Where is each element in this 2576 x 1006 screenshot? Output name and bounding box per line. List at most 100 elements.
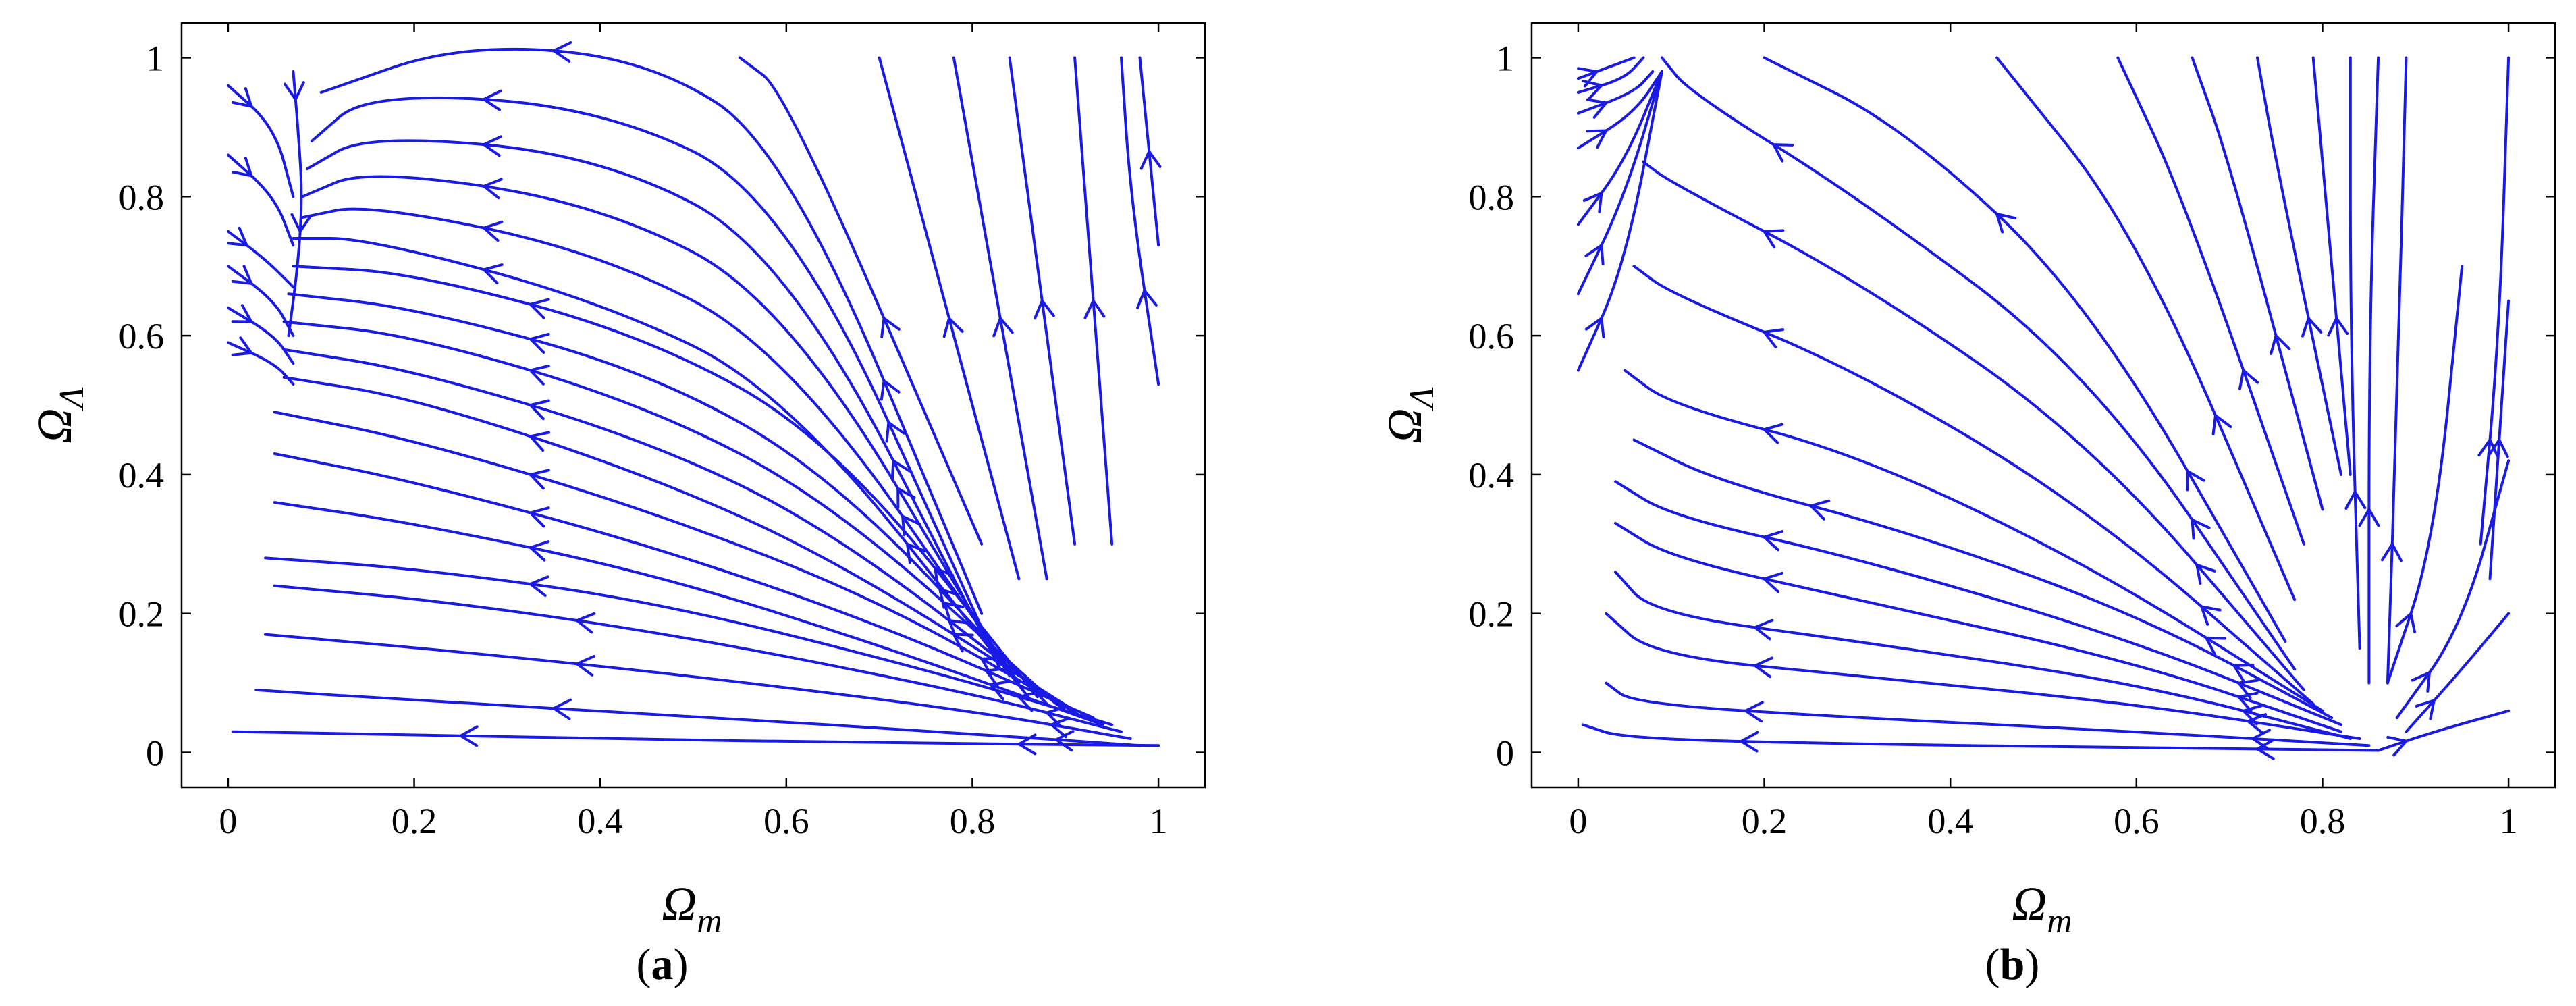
panel-b-streamline-10-arrow-0 xyxy=(2191,518,2211,540)
panel-b-streamline-14 xyxy=(2191,56,2324,511)
panel-b-xtick-label-0: 0 xyxy=(1569,801,1587,841)
panel-b-ytick-label-1: 0.2 xyxy=(1469,594,1515,635)
panel-b-streamline-11-arrow-1 xyxy=(1995,213,2017,234)
panel-b-streamline-29-arrow-0 xyxy=(1586,129,1608,149)
panel-a-xtick-label-2: 0.4 xyxy=(577,801,623,841)
panel-a-streamline-10-arrow-1 xyxy=(529,365,550,386)
panel-b-streamline-15 xyxy=(2256,56,2342,476)
panel-a-streamline-31-arrow-0 xyxy=(231,336,253,356)
panel-b-streamline-3-arrow-0 xyxy=(2242,704,2263,726)
panel-a-streamline-24-arrow-0 xyxy=(1136,289,1158,309)
panel-b-streamline-8-arrow-1 xyxy=(1763,328,1785,348)
panel-b-streamline-25-arrow-0 xyxy=(2487,438,2509,458)
panel-b-streamline-4-arrow-1 xyxy=(1763,571,1783,593)
panel-a-streamline-17 xyxy=(310,96,992,650)
panel-b-streamline-11 xyxy=(1763,56,2287,643)
panel-b-streamline-28 xyxy=(1576,70,1655,115)
panel-a-streamline-8 xyxy=(282,375,1077,712)
panel-a-streamline-24 xyxy=(1120,56,1160,386)
panel-b-streamline-12 xyxy=(1995,56,2297,602)
panel-a-streamline-14-arrow-1 xyxy=(482,220,504,242)
panel-a-streamline-20-arrow-0 xyxy=(942,317,964,338)
panel-a-streamline-3 xyxy=(273,584,1123,733)
panel-a-streamline-30-arrow-0 xyxy=(231,304,253,323)
panel-b-xlabel: Ωm xyxy=(2012,877,2072,941)
panel-b-streamline-5-arrow-1 xyxy=(1763,530,1783,552)
panel-a-streamline-9-arrow-1 xyxy=(529,399,550,421)
panel-b-streamline-31-arrow-0 xyxy=(1584,244,1605,265)
panel-b-streamline-12-arrow-0 xyxy=(2211,414,2232,435)
panel-b-streamline-21-arrow-0 xyxy=(2411,671,2431,693)
panel-a-streamline-4 xyxy=(264,556,1114,726)
panel-a-streamline-16-arrow-0 xyxy=(890,459,911,481)
panel-b-streamline-0 xyxy=(1581,723,2380,752)
panel-a-streamline-3-arrow-1 xyxy=(575,612,596,634)
panel-a-streamline-14-arrow-0 xyxy=(901,514,921,537)
panel-b-streamline-20-arrow-0 xyxy=(2395,612,2416,633)
panel-b-streamline-28-arrow-0 xyxy=(1586,98,1608,119)
panel-a-streamline-27-arrow-0 xyxy=(232,157,253,178)
panel-b-streamline-2-arrow-0 xyxy=(2247,713,2268,735)
panel-a-streamline-15-arrow-0 xyxy=(896,487,916,509)
panel-a-label: (a) xyxy=(637,940,689,989)
panel-a-streamline-6-arrow-1 xyxy=(529,506,550,528)
panel-b-streamline-9 xyxy=(1642,160,2305,691)
panel-a-streamline-2-arrow-0 xyxy=(1050,716,1071,739)
panel-a-yticks: 0 0.2 0.4 0.6 0.8 1 xyxy=(119,38,1205,774)
panel-b-streamline-10-arrow-1 xyxy=(1772,143,1794,163)
panel-a-xlabel: Ωm xyxy=(662,877,722,941)
panel-b-ytick-label-5: 1 xyxy=(1496,38,1514,78)
panel-b-streamline-0-arrow-1 xyxy=(1740,731,1759,753)
panel-b-streamline-6 xyxy=(1632,438,2334,720)
panel-b-streamline-30 xyxy=(1576,70,1663,226)
panel-b-streamline-7-arrow-1 xyxy=(1763,423,1784,444)
panel-b-streamline-5-arrow-0 xyxy=(2237,679,2259,699)
panel-a-streamline-18-arrow-0 xyxy=(880,379,901,401)
panel-b-streamline-2 xyxy=(1605,612,2361,740)
panel-b-streamline-11-arrow-0 xyxy=(2186,469,2205,492)
panel-a-ytick-label-3: 0.6 xyxy=(119,316,165,356)
panel-a-streamline-4-arrow-0 xyxy=(1017,691,1039,712)
panel-b-streamline-15-arrow-0 xyxy=(2301,317,2323,338)
panel-b-xtick-label-5: 1 xyxy=(2500,801,2518,841)
panel-a-xtick-label-0: 0 xyxy=(219,801,237,841)
panel-a-ylabel: ΩΛ xyxy=(28,387,91,444)
panel-a-frame xyxy=(180,22,1206,789)
panel-a-streamline-14 xyxy=(301,207,1021,685)
panel-b-streamline-27-arrow-0 xyxy=(1582,80,1603,101)
panel-b-streamline-13 xyxy=(2116,56,2305,546)
panel-b-streamline-4 xyxy=(1614,521,2342,733)
panel-a-streamline-32-arrow-1 xyxy=(290,213,313,233)
panel-a-streamline-19 xyxy=(738,56,984,546)
panel-b-streamline-13-arrow-0 xyxy=(2238,369,2259,390)
panel-a-streamline-2 xyxy=(264,633,1132,740)
panel-b-streamline-1-arrow-1 xyxy=(1744,701,1764,723)
panel-b-streamline-32-arrow-0 xyxy=(1584,317,1605,338)
panel-b-xtick-label-3: 0.6 xyxy=(2114,801,2159,841)
panel-a-ytick-label-4: 0.8 xyxy=(119,177,165,217)
panel-a-streamline-18-arrow-1 xyxy=(552,41,572,63)
panel-a-streamline-27 xyxy=(226,153,295,247)
panel-a-streamline-1 xyxy=(254,688,1142,747)
panel-a-streamline-10 xyxy=(282,320,1058,706)
panel-a-streamline-11-arrow-0 xyxy=(938,587,959,609)
panel-a-streamlines xyxy=(226,41,1162,756)
panel-a-streamline-1-arrow-1 xyxy=(552,698,572,720)
panel-b-streamline-2-arrow-1 xyxy=(1753,656,1774,679)
panel-b-streamline-19-arrow-0 xyxy=(2381,542,2403,562)
panel-b-streamline-6-arrow-1 xyxy=(1809,499,1831,521)
panel-a-streamline-7-arrow-1 xyxy=(529,469,550,490)
panel-b-streamline-23 xyxy=(2377,709,2511,752)
panel-a-xtick-label-1: 0.2 xyxy=(392,801,437,841)
panel-a-streamline-0-arrow-1 xyxy=(459,725,479,747)
panel-a-streamline-28 xyxy=(226,230,295,289)
panel-a-streamline-28-arrow-0 xyxy=(226,226,248,247)
panel-a-streamline-15-arrow-1 xyxy=(482,178,503,200)
panel-b-streamline-30-arrow-0 xyxy=(1582,192,1603,213)
panel-b-streamline-5 xyxy=(1614,480,2342,726)
panel-b-streamline-9-arrow-0 xyxy=(2195,563,2216,585)
panel-a-ytick-label-1: 0.2 xyxy=(119,594,165,635)
panel-a-streamline-26 xyxy=(226,84,295,198)
panel-b-streamline-14-arrow-0 xyxy=(2270,334,2291,355)
panel-b: 0 0.2 0.4 0.6 0.8 1 0 0.2 0.4 0.6 0.8 1 Ωm ΩΛ (b) xyxy=(1378,22,2556,989)
